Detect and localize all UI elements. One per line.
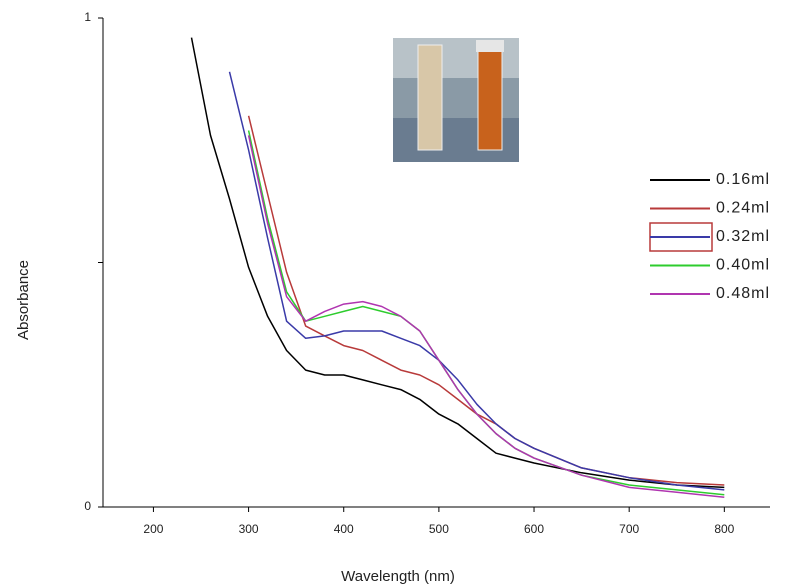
x-tick-label: 600 bbox=[524, 522, 544, 536]
x-tick-label: 300 bbox=[239, 522, 259, 536]
x-tick-label: 400 bbox=[334, 522, 354, 536]
legend-label: 0.24ml bbox=[716, 200, 770, 217]
y-axis-label: Absorbance bbox=[15, 260, 32, 340]
x-tick-label: 800 bbox=[714, 522, 734, 536]
y-tick-label: 0 bbox=[84, 499, 91, 513]
series-line bbox=[228, 71, 725, 491]
series-line bbox=[190, 37, 725, 489]
x-tick-label: 500 bbox=[429, 522, 449, 536]
photo bbox=[393, 38, 519, 162]
series-line bbox=[247, 135, 725, 498]
legend-label: 0.48ml bbox=[716, 285, 770, 302]
legend-label: 0.16ml bbox=[716, 171, 770, 188]
legend-label: 0.32ml bbox=[716, 228, 770, 245]
y-tick-label: 1 bbox=[84, 10, 91, 24]
legend-label: 0.40ml bbox=[716, 257, 770, 274]
x-axis-label: Wavelength (nm) bbox=[341, 568, 455, 585]
x-tick-label: 200 bbox=[143, 522, 163, 536]
x-tick-label: 700 bbox=[619, 522, 639, 536]
